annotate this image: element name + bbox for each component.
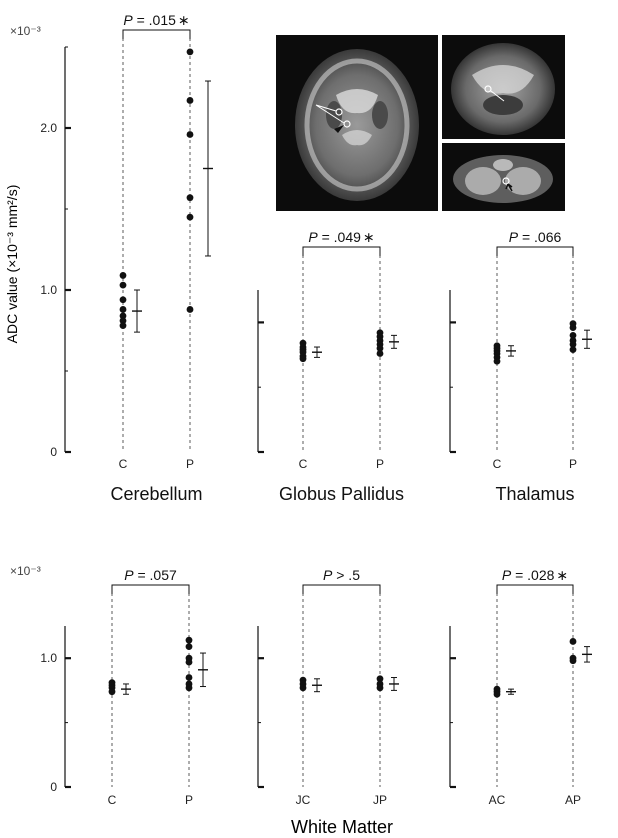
chart-panel-white-matter-cp: 01.0C PP = .057: [40, 567, 208, 807]
data-point: [376, 344, 384, 352]
data-point: [119, 296, 127, 304]
data-point: [186, 194, 194, 202]
panel-title: Cerebellum: [110, 484, 202, 504]
data-point: [569, 657, 577, 665]
data-point: [119, 281, 127, 289]
data-point: [119, 317, 127, 325]
data-point: [299, 355, 307, 363]
panel-title: Globus Pallidus: [279, 484, 404, 504]
data-point: [186, 131, 194, 138]
brain-scan-image: [453, 155, 553, 203]
x-tick-label: P: [569, 457, 577, 471]
x-tick-label: P: [185, 793, 193, 807]
y-tick-label: 0: [50, 445, 57, 459]
data-point: [185, 636, 193, 644]
p-value: = .057: [134, 567, 177, 583]
x-tick-label: C: [119, 457, 128, 471]
panel-title: Thalamus: [495, 484, 574, 504]
chart-panel-cerebellum: 01.02.0C PP = .015 ∗Cerebellum: [40, 12, 213, 504]
data-point: [186, 213, 194, 221]
y-tick-label: 2.0: [40, 121, 57, 135]
white-matter-group-label: White Matter: [291, 817, 393, 837]
p-value-label: P > .5: [323, 567, 360, 583]
x-tick-label: P: [376, 457, 384, 471]
x-tick-label: AP: [565, 793, 581, 807]
significance-asterisk: ∗: [363, 229, 375, 245]
mri-axial-thalamus: [442, 35, 565, 139]
significance-bracket: [302, 584, 381, 594]
p-value-label: P = .049 ∗: [308, 229, 374, 245]
data-point: [186, 306, 194, 313]
data-point: [119, 306, 127, 313]
x-tick-label: P: [186, 457, 194, 471]
data-point: [119, 312, 127, 320]
p-symbol: P: [502, 567, 512, 583]
p-value: = .066: [518, 229, 561, 245]
data-point: [376, 684, 384, 692]
data-point: [493, 690, 501, 698]
data-point: [185, 674, 193, 681]
significance-asterisk: ∗: [556, 567, 568, 583]
p-symbol: P: [308, 229, 318, 245]
chart-panel-globus-pallidus: C PP = .049 ∗Globus Pallidus: [257, 229, 404, 504]
data-point: [186, 97, 194, 104]
y-axis-label: ADC value (×10⁻³ mm²/s): [4, 185, 20, 344]
data-point: [108, 688, 116, 696]
y-exponent-top: ×10⁻³: [10, 24, 41, 38]
p-value: = .015: [133, 12, 176, 28]
p-value: > .5: [332, 567, 360, 583]
data-point: [376, 350, 384, 357]
brain-scan-image: [451, 43, 555, 135]
y-tick-label: 1.0: [40, 651, 57, 665]
x-tick-label: JC: [296, 793, 311, 807]
chart-panel-white-matter-jcjp: JC JP P > .5: [257, 567, 399, 807]
p-value-label: P = .015 ∗: [123, 12, 189, 28]
x-tick-label: JP: [373, 793, 387, 807]
data-point: [493, 357, 501, 365]
data-point: [185, 658, 193, 666]
p-symbol: P: [124, 567, 134, 583]
y-tick-label: 1.0: [40, 283, 57, 297]
data-point: [569, 341, 577, 348]
p-symbol: P: [123, 12, 133, 28]
data-point: [569, 331, 577, 339]
mri-axial-cerebellum: [442, 143, 565, 211]
p-symbol: P: [323, 567, 333, 583]
p-value-label: P = .057: [124, 567, 177, 583]
data-point: [569, 346, 577, 354]
significance-asterisk: ∗: [178, 12, 190, 28]
y-exponent-bottom: ×10⁻³: [10, 564, 41, 578]
significance-bracket: [111, 584, 190, 594]
p-value: = .028: [511, 567, 554, 583]
data-point: [185, 643, 193, 651]
x-tick-label: C: [299, 457, 308, 471]
data-point: [299, 684, 307, 692]
data-point: [376, 675, 384, 683]
data-point: [119, 272, 127, 279]
significance-bracket: [302, 246, 381, 256]
significance-bracket: [122, 29, 191, 39]
x-tick-label: C: [108, 793, 117, 807]
mri-axial-large: [276, 35, 438, 211]
significance-bracket: [496, 246, 574, 256]
data-point: [186, 48, 194, 56]
x-tick-label: C: [493, 457, 502, 471]
y-tick-label: 0: [50, 780, 57, 794]
p-value-label: P = .066: [509, 229, 562, 245]
p-value-label: P = .028 ∗: [502, 567, 568, 583]
data-point: [185, 684, 193, 692]
significance-bracket: [496, 584, 574, 594]
chart-panel-white-matter-acap: AC AP P = .028 ∗: [449, 567, 592, 807]
p-value: = .049: [318, 229, 361, 245]
data-point: [569, 324, 577, 331]
x-tick-label: AC: [489, 793, 506, 807]
data-point: [119, 322, 127, 330]
brain-scan-image: [295, 49, 419, 201]
data-point: [569, 638, 577, 645]
p-symbol: P: [509, 229, 519, 245]
